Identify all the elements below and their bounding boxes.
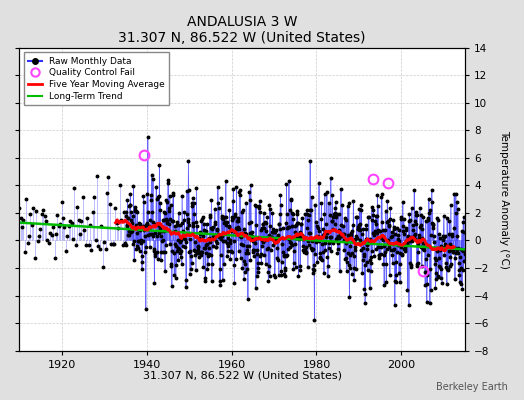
Legend: Raw Monthly Data, Quality Control Fail, Five Year Moving Average, Long-Term Tren: Raw Monthly Data, Quality Control Fail, … — [24, 52, 169, 106]
Y-axis label: Temperature Anomaly (°C): Temperature Anomaly (°C) — [499, 130, 509, 269]
Text: Berkeley Earth: Berkeley Earth — [436, 382, 508, 392]
X-axis label: 31.307 N, 86.522 W (United States): 31.307 N, 86.522 W (United States) — [143, 371, 342, 381]
Title: ANDALUSIA 3 W
31.307 N, 86.522 W (United States): ANDALUSIA 3 W 31.307 N, 86.522 W (United… — [118, 15, 366, 45]
